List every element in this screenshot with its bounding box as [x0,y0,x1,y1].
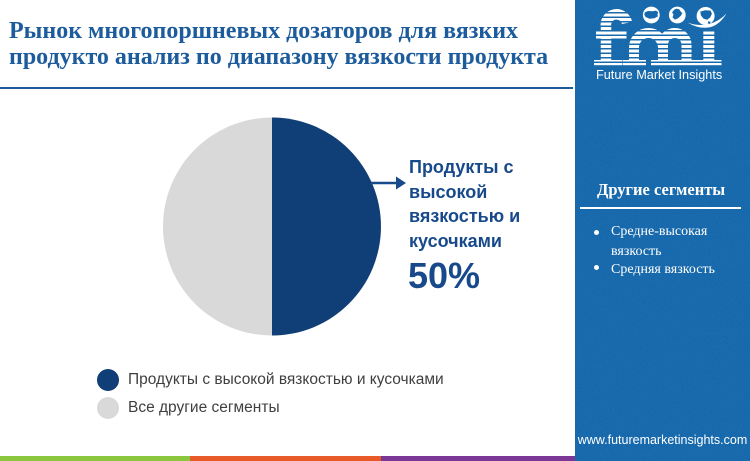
svg-text:Future Market Insights: Future Market Insights [596,68,722,82]
